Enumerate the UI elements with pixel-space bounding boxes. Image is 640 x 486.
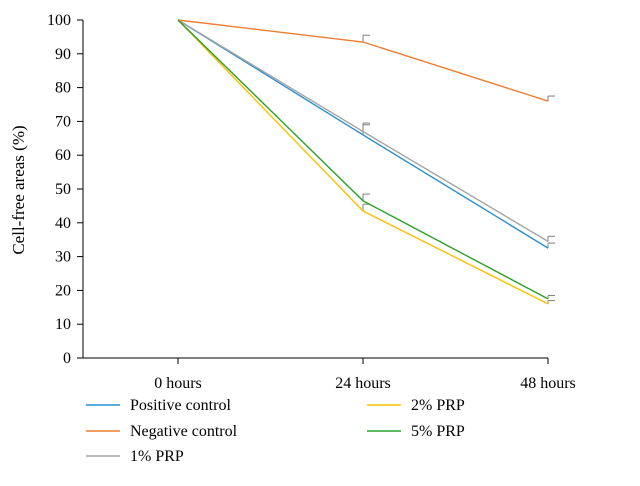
legend-label: Positive control [130, 397, 231, 414]
legend-label: 1% PRP [130, 448, 184, 465]
error-bar [547, 294, 555, 299]
series-line-positive-control [177, 19, 549, 249]
error-bar [547, 300, 555, 304]
series-lines [177, 19, 549, 305]
legend-item: 2% PRP [367, 397, 465, 414]
error-bar [547, 242, 555, 249]
y-axis-title: Cell-free areas (%) [9, 125, 28, 254]
y-tick-label: 50 [55, 181, 71, 198]
y-tick-label: 10 [55, 316, 71, 333]
error-bar [362, 34, 370, 42]
y-tick-label: 30 [55, 249, 71, 266]
legend-item: 1% PRP [86, 448, 184, 465]
y-tick-label: 40 [55, 215, 71, 232]
legend-item: Positive control [86, 397, 231, 414]
y-tick-label: 100 [47, 12, 71, 29]
error-bar [547, 235, 555, 242]
y-tick-label: 60 [55, 147, 71, 164]
y-tick-label: 80 [55, 80, 71, 97]
error-bar [362, 203, 370, 211]
y-tick-label: 20 [55, 282, 71, 299]
error-bar [362, 193, 370, 201]
series-line-negative-control [177, 19, 549, 102]
y-axis-ticks: 0 10 20 30 40 50 60 70 80 90 100 [47, 12, 83, 367]
y-tick-label: 0 [63, 350, 71, 367]
legend-label: 2% PRP [411, 397, 465, 414]
y-tick-label: 90 [55, 46, 71, 63]
legend: Positive control Negative control 1% PRP 2%… [86, 397, 465, 465]
error-bar [362, 122, 370, 132]
legend-item: 5% PRP [367, 423, 465, 440]
error-bars [362, 34, 555, 304]
x-tick-label: 48 hours [520, 375, 576, 392]
series-line-2-prp [177, 19, 549, 305]
series-line-5-prp [177, 19, 549, 300]
legend-label: 5% PRP [411, 423, 465, 440]
y-tick-label: 70 [55, 113, 71, 130]
legend-item: Negative control [86, 423, 238, 440]
x-tick-label: 24 hours [335, 375, 391, 392]
legend-label: Negative control [130, 423, 238, 440]
x-axis-ticks: 0 hours 24 hours 48 hours [154, 358, 576, 392]
series-line-1-prp [177, 19, 549, 243]
x-tick-label: 0 hours [154, 375, 202, 392]
error-bar [547, 95, 555, 102]
